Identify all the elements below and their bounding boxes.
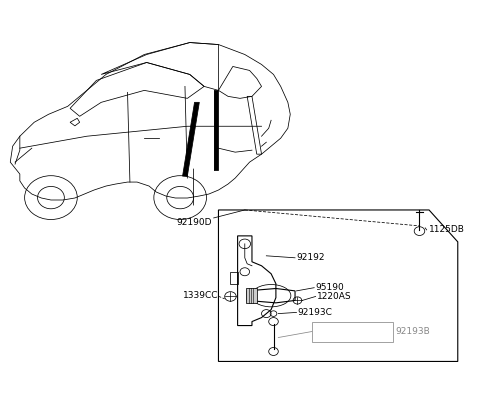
Text: 1220AS: 1220AS [317,292,351,301]
Text: 1339CC: 1339CC [183,291,218,300]
Polygon shape [182,102,199,176]
Polygon shape [214,90,218,170]
Text: 1125DB: 1125DB [429,225,465,234]
Text: 95190: 95190 [316,283,344,292]
Text: 92193B: 92193B [395,327,430,336]
FancyBboxPatch shape [246,288,257,303]
Text: 92193C: 92193C [298,308,332,317]
Text: 92192: 92192 [297,253,325,262]
Text: 92190D: 92190D [177,218,212,227]
